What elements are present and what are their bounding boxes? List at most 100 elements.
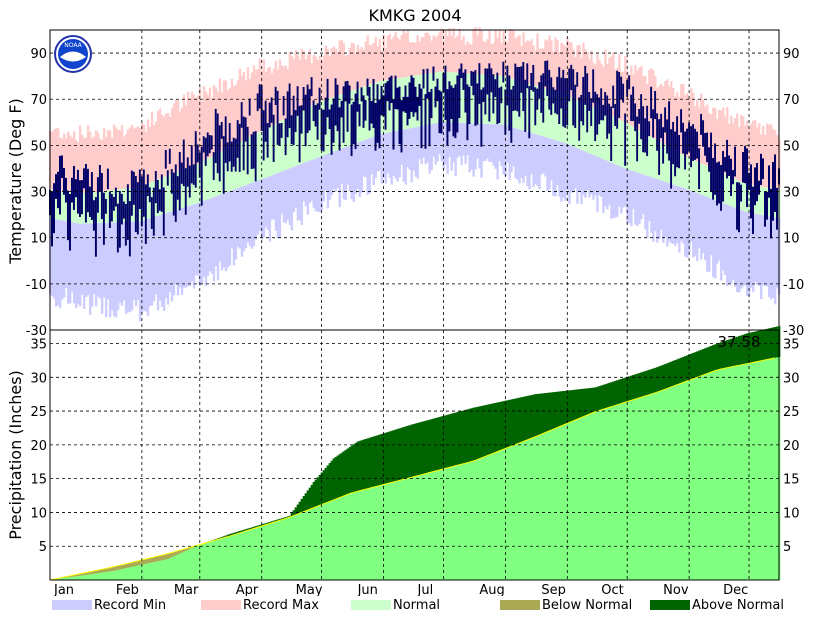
record-min-bar [496,124,499,180]
observed-temp-bar [330,104,333,155]
above-normal-bar [408,425,411,478]
record-max-bar [736,113,739,180]
normal-precip-bar [402,479,405,580]
observed-temp-bar [630,94,633,121]
observed-temp-bar [368,87,371,131]
above-normal-bar [384,432,387,485]
record-max-bar [432,35,435,73]
normal-precip-bar [580,417,583,580]
record-min-bar [70,222,74,292]
record-max-bar [122,136,126,189]
normal-precip-bar [232,534,236,580]
normal-precip-bar [64,577,68,580]
legend: Record Min Record Max Normal Below Norma… [0,596,829,616]
record-max-bar [424,32,427,74]
normal-precip-bar [504,448,507,580]
normal-precip-bar [600,409,603,580]
record-min-bar [724,203,727,276]
record-max-bar [460,40,463,74]
normal-range-bar [214,154,218,197]
above-normal-bar [650,369,653,395]
above-normal-bar [372,436,375,488]
normal-range-bar [288,116,292,169]
observed-temp-bar [308,89,311,131]
record-max-bar [134,127,138,188]
observed-temp-bar [510,89,513,143]
record-min-bar [728,205,731,284]
record-min-bar [402,129,405,182]
record-min-bar [298,164,302,221]
record-min-bar [338,149,341,208]
above-normal-bar [426,420,429,474]
above-normal-bar [302,496,306,512]
normal-precip-bar [682,382,685,580]
normal-precip-bar [412,476,415,580]
above-normal-bar [674,360,677,386]
record-max-bar [210,97,214,157]
normal-precip-bar [76,576,80,580]
normal-range-bar [326,98,330,154]
record-max-bar [462,36,465,74]
record-min-bar [734,207,737,287]
normal-precip-bar [130,566,134,580]
normal-precip-bar [738,365,741,580]
normal-precip-bar [706,373,709,580]
observed-temp-bar [164,149,167,169]
record-min-bar [114,222,118,318]
above-normal-bar [646,370,649,396]
record-max-bar [212,85,216,156]
normal-range-bar [608,114,611,162]
record-max-bar [82,137,86,194]
normal-range-bar [192,165,196,205]
record-max-bar [196,95,200,164]
above-normal-bar [772,327,775,359]
record-max-bar [158,108,162,179]
record-max-bar [300,48,304,111]
above-normal-bar [264,523,268,525]
record-min-bar [278,172,282,238]
observed-temp-bar [670,129,673,189]
record-min-bar [368,138,371,194]
observed-temp-bar [130,170,133,216]
normal-precip-bar [564,424,567,580]
normal-range-bar [604,113,607,160]
normal-precip-bar [654,392,657,580]
above-normal-bar [632,375,635,400]
normal-precip-bar [380,485,383,580]
record-max-bar [506,41,509,78]
normal-precip-bar [276,520,280,580]
record-min-bar [454,122,457,177]
below-normal-bar [164,554,168,560]
normal-precip-bar [408,477,411,580]
record-min-bar [678,186,681,253]
observed-temp-bar [478,63,481,104]
normal-precip-bar [552,429,555,580]
above-normal-bar [598,386,601,411]
normal-range-bar [602,112,605,160]
record-max-bar [168,117,172,175]
observed-temp-bar [658,119,661,175]
normal-precip-bar [220,538,224,580]
above-normal-bar [224,535,228,538]
record-max-bar [438,32,441,72]
record-min-bar [168,211,172,292]
observed-temp-bar [468,86,471,125]
observed-temp-bar [84,163,87,223]
record-min-bar [390,131,393,185]
normal-precip-bar [684,381,687,580]
record-max-bar [612,52,615,117]
record-min-bar [616,165,619,217]
record-max-bar [124,134,128,189]
record-min-bar [122,222,126,301]
above-normal-bar [564,390,567,425]
below-normal-bar [168,553,172,559]
observed-temp-bar [762,158,765,180]
record-max-bar [468,43,471,74]
above-normal-bar [532,394,535,438]
normal-range-bar [166,175,170,213]
record-max-bar [430,40,433,74]
below-normal-bar [118,565,122,570]
observed-temp-bar [716,162,719,206]
normal-range-bar [244,138,248,186]
